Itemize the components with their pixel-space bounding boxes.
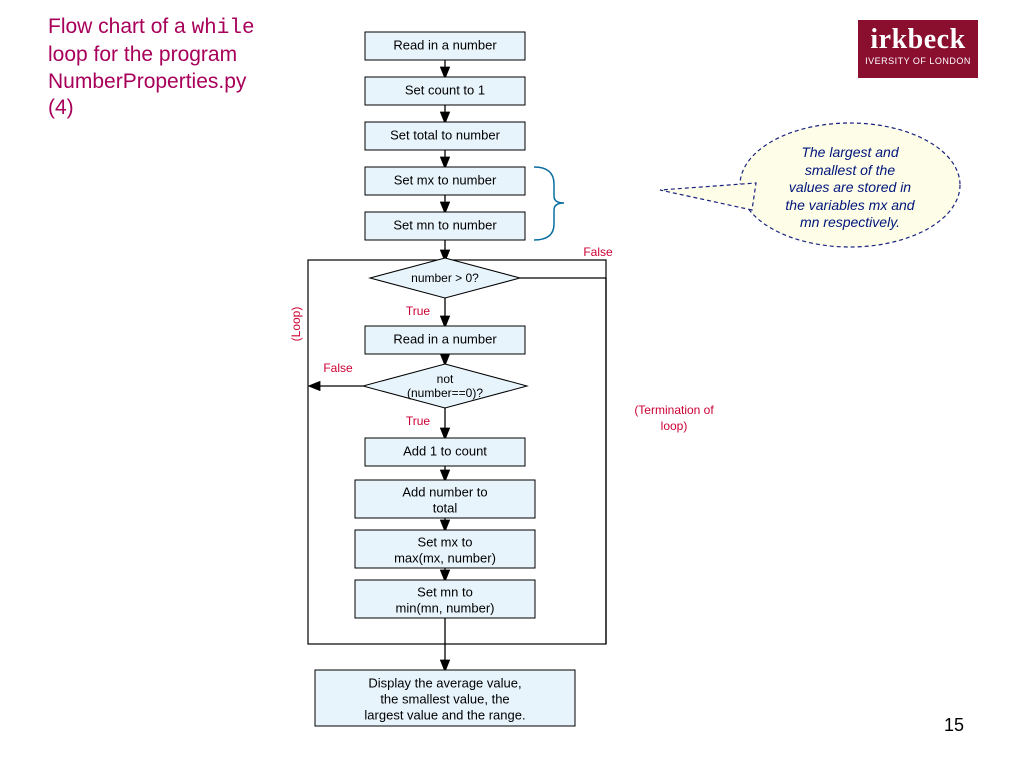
decision-1-false: False [583, 245, 613, 259]
flowchart-svg: Read in a number Set count to 1 Set tota… [0, 0, 1024, 768]
callout-l4: the variables mx and [785, 197, 914, 213]
init-step-3-label: Set mx to number [394, 172, 497, 187]
decision-1: number > 0? [370, 258, 520, 298]
init-step-4-label: Set mn to number [393, 217, 497, 232]
decision-2-false: False [323, 361, 353, 375]
body-step-1-l2: total [433, 500, 458, 515]
body-step-0: Add 1 to count [365, 438, 525, 466]
init-step-3: Set mx to number [365, 167, 525, 195]
callout-l1: The largest and [801, 144, 898, 160]
body-step-1: Add number to total [355, 480, 535, 518]
body-step-3-l1: Set mn to [417, 584, 473, 599]
final-l2: the smallest value, the [380, 691, 509, 706]
termination-label-l2: loop) [661, 419, 688, 433]
body-step-3: Set mn to min(mn, number) [355, 580, 535, 618]
body-step-2: Set mx to max(mx, number) [355, 530, 535, 568]
decision-1-label: number > 0? [411, 271, 479, 285]
termination-label-l1: (Termination of [634, 403, 714, 417]
final-l3: largest value and the range. [364, 707, 525, 722]
final-l1: Display the average value, [368, 675, 521, 690]
decision-2-true: True [406, 414, 431, 428]
callout-l5: mn respectively. [800, 214, 900, 230]
brace-icon [534, 167, 564, 240]
init-step-4: Set mn to number [365, 212, 525, 240]
decision-2-l2: (number==0)? [407, 386, 483, 400]
callout-l2: smallest of the [805, 162, 895, 178]
body-step-1-l1: Add number to [402, 484, 487, 499]
final-step: Display the average value, the smallest … [315, 670, 575, 726]
decision-1-true: True [406, 304, 431, 318]
callout-l3: values are stored in [789, 179, 911, 195]
body-step-3-l2: min(mn, number) [396, 600, 495, 615]
init-step-1: Set count to 1 [365, 77, 525, 105]
init-step-0: Read in a number [365, 32, 525, 60]
decision-2-l1: not [437, 372, 454, 386]
init-step-0-label: Read in a number [393, 37, 497, 52]
init-step-1-label: Set count to 1 [405, 82, 485, 97]
body-step-2-l2: max(mx, number) [394, 550, 496, 565]
decision-2: not (number==0)? [363, 364, 527, 408]
init-step-2-label: Set total to number [390, 127, 501, 142]
loop-read-label: Read in a number [393, 331, 497, 346]
loop-read: Read in a number [365, 326, 525, 354]
init-step-2: Set total to number [365, 122, 525, 150]
body-step-0-label: Add 1 to count [403, 443, 487, 458]
callout-text: The largest and smallest of the values a… [760, 144, 940, 232]
loop-label: (Loop) [289, 307, 303, 342]
body-step-2-l1: Set mx to [418, 534, 473, 549]
